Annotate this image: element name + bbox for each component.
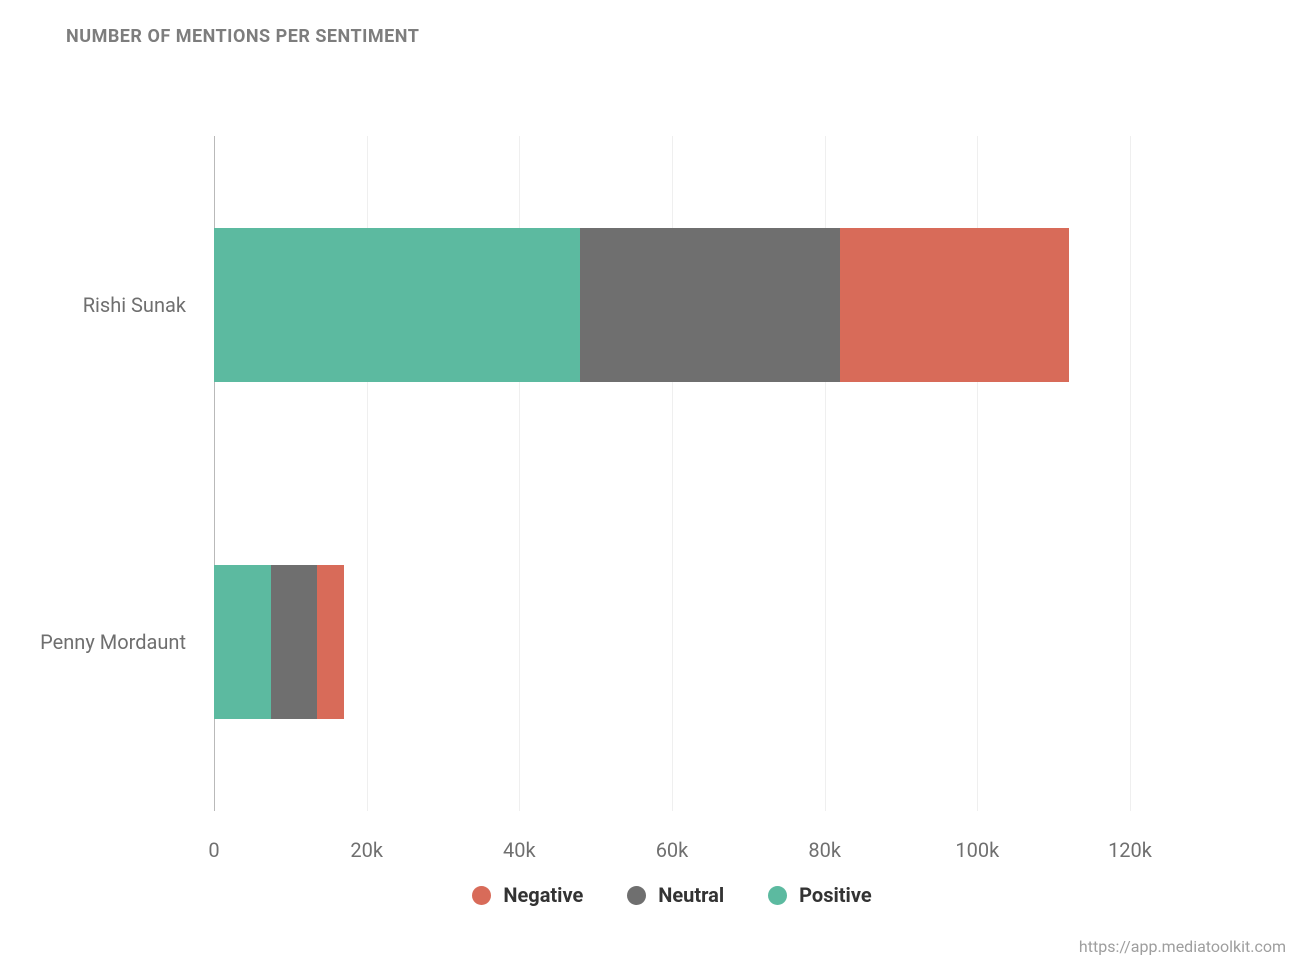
x-axis-tick: 80k bbox=[808, 838, 841, 862]
bar-segment-neutral bbox=[271, 565, 317, 719]
x-axis-tick: 60k bbox=[656, 838, 689, 862]
x-axis-tick: 0 bbox=[208, 838, 219, 862]
chart-container: NUMBER OF MENTIONS PER SENTIMENT Rishi S… bbox=[0, 0, 1314, 980]
y-axis-label: Penny Mordaunt bbox=[0, 630, 186, 654]
legend-item-neutral[interactable]: Neutral bbox=[627, 883, 724, 907]
y-axis-label: Rishi Sunak bbox=[0, 293, 186, 317]
legend-label: Neutral bbox=[658, 883, 724, 907]
chart-title: NUMBER OF MENTIONS PER SENTIMENT bbox=[66, 26, 419, 47]
x-axis-tick: 120k bbox=[1108, 838, 1152, 862]
legend-swatch bbox=[627, 886, 646, 905]
bar-row bbox=[214, 228, 1069, 382]
bar-segment-neutral bbox=[580, 228, 840, 382]
bar-segment-negative bbox=[840, 228, 1069, 382]
legend-label: Negative bbox=[503, 883, 583, 907]
legend-swatch bbox=[768, 886, 787, 905]
bar-row bbox=[214, 565, 344, 719]
attribution-link[interactable]: https://app.mediatoolkit.com bbox=[1079, 937, 1286, 956]
legend: Negative Neutral Positive bbox=[214, 883, 1130, 907]
x-axis-tick: 20k bbox=[350, 838, 383, 862]
gridline bbox=[1130, 136, 1131, 811]
x-axis-tick: 40k bbox=[503, 838, 536, 862]
bar-segment-positive bbox=[214, 228, 580, 382]
legend-item-negative[interactable]: Negative bbox=[472, 883, 583, 907]
plot-area bbox=[214, 136, 1130, 811]
legend-item-positive[interactable]: Positive bbox=[768, 883, 871, 907]
bar-segment-positive bbox=[214, 565, 271, 719]
legend-swatch bbox=[472, 886, 491, 905]
x-axis-tick: 100k bbox=[955, 838, 999, 862]
legend-label: Positive bbox=[799, 883, 871, 907]
bar-segment-negative bbox=[317, 565, 344, 719]
